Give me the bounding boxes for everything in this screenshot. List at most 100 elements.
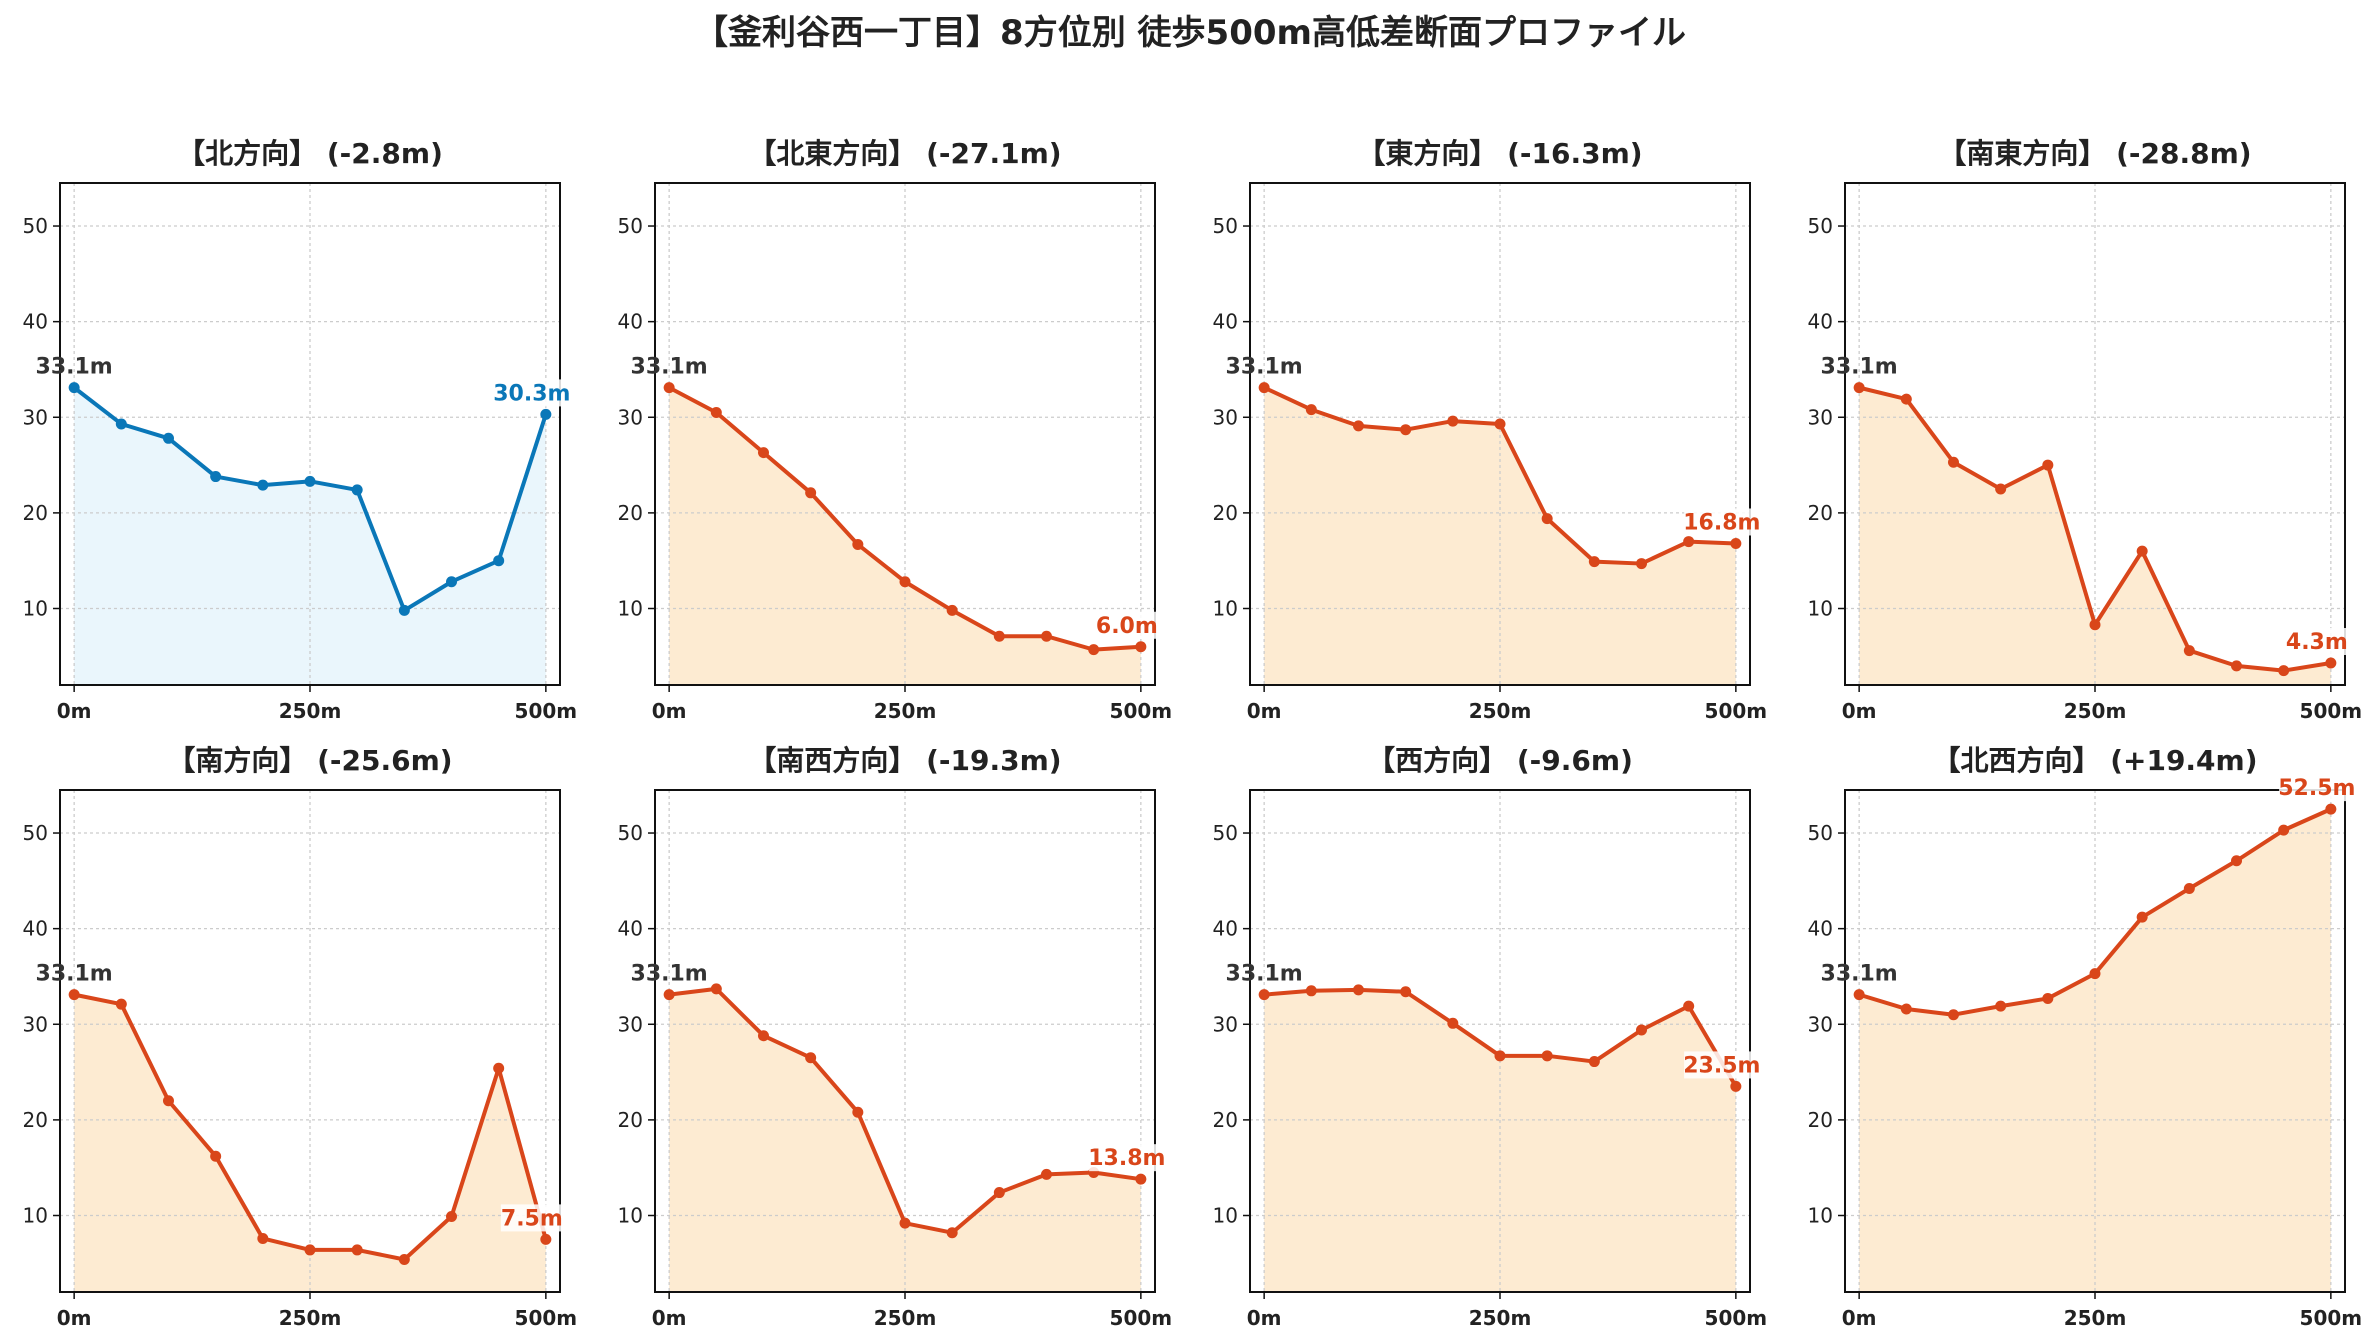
data-point: [1400, 986, 1412, 998]
data-point: [540, 1233, 552, 1245]
y-tick-label: 10: [618, 1204, 643, 1228]
data-point: [757, 447, 769, 459]
panel-title: 【北西方向】 (+19.4m): [1932, 744, 2257, 777]
x-tick-label: 0m: [1842, 1306, 1877, 1330]
data-point: [1900, 1003, 1912, 1015]
x-tick-label: 0m: [652, 699, 687, 723]
data-point: [1588, 556, 1600, 568]
data-point: [1995, 1000, 2007, 1012]
x-tick-label: 500m: [515, 699, 578, 723]
y-tick-label: 10: [23, 597, 48, 621]
y-tick-label: 30: [1808, 1012, 1833, 1036]
data-point: [210, 471, 222, 483]
panel-title: 【西方向】 (-9.6m): [1367, 744, 1633, 777]
data-point: [1352, 984, 1364, 996]
data-point: [1588, 1056, 1600, 1068]
panel-title: 【北方向】 (-2.8m): [177, 137, 443, 170]
end-elevation-label: 7.5m: [501, 1206, 563, 1231]
start-elevation-label: 33.1m: [631, 962, 708, 987]
y-tick-label: 20: [23, 501, 48, 525]
start-elevation-label: 33.1m: [1226, 355, 1303, 380]
y-tick-label: 10: [1808, 1204, 1833, 1228]
data-point: [2325, 657, 2337, 669]
x-tick-label: 250m: [874, 1306, 937, 1330]
y-tick-label: 30: [618, 405, 643, 429]
panel-title: 【南東方向】 (-28.8m): [1938, 137, 2251, 170]
panel-title: 【北東方向】 (-27.1m): [748, 137, 1061, 170]
data-point: [1135, 1173, 1147, 1185]
end-elevation-label: 52.5m: [2278, 776, 2355, 801]
data-point: [2042, 992, 2054, 1004]
data-point: [757, 1030, 769, 1042]
end-label-background: [1089, 1144, 1165, 1172]
data-point: [2183, 882, 2195, 894]
data-point: [805, 1052, 817, 1064]
data-point: [710, 406, 722, 418]
end-elevation-label: 4.3m: [2286, 630, 2348, 655]
data-point: [1683, 536, 1695, 548]
data-point: [663, 382, 675, 394]
data-point: [1683, 1000, 1695, 1012]
data-point: [2325, 803, 2337, 815]
data-point: [1995, 483, 2007, 495]
y-tick-label: 30: [1213, 1012, 1238, 1036]
start-elevation-label: 33.1m: [36, 962, 113, 987]
data-point: [1258, 989, 1270, 1001]
data-point: [1447, 1017, 1459, 1029]
data-point: [304, 1244, 316, 1256]
data-point: [1088, 644, 1100, 656]
y-tick-label: 20: [23, 1108, 48, 1132]
data-point: [805, 487, 817, 499]
x-tick-label: 500m: [1705, 1306, 1768, 1330]
data-point: [1947, 456, 1959, 468]
y-tick-label: 20: [1808, 501, 1833, 525]
data-point: [446, 1210, 458, 1222]
data-point: [899, 576, 911, 588]
y-tick-label: 40: [23, 310, 48, 334]
y-tick-label: 10: [23, 1204, 48, 1228]
x-tick-label: 250m: [2064, 699, 2127, 723]
y-tick-label: 20: [618, 501, 643, 525]
data-point: [2231, 660, 2243, 672]
start-elevation-label: 33.1m: [631, 355, 708, 380]
data-point: [1400, 424, 1412, 436]
data-point: [1305, 985, 1317, 997]
data-point: [351, 1244, 363, 1256]
y-tick-label: 30: [1808, 405, 1833, 429]
y-tick-label: 30: [23, 405, 48, 429]
y-tick-label: 50: [23, 214, 48, 238]
data-point: [1494, 418, 1506, 430]
y-tick-label: 30: [618, 1012, 643, 1036]
panel-title: 【南方向】 (-25.6m): [167, 744, 452, 777]
start-elevation-label: 33.1m: [1821, 355, 1898, 380]
y-tick-label: 40: [618, 310, 643, 334]
y-tick-label: 10: [1808, 597, 1833, 621]
x-tick-label: 500m: [2300, 699, 2363, 723]
end-label-background: [2285, 628, 2348, 656]
x-tick-label: 250m: [279, 699, 342, 723]
data-point: [663, 989, 675, 1001]
end-elevation-label: 30.3m: [493, 381, 570, 406]
y-tick-label: 20: [1213, 501, 1238, 525]
y-tick-label: 30: [23, 1012, 48, 1036]
data-point: [1352, 420, 1364, 432]
data-point: [946, 604, 958, 616]
data-point: [304, 475, 316, 487]
data-point: [493, 1062, 505, 1074]
y-tick-label: 10: [618, 597, 643, 621]
data-point: [993, 1187, 1005, 1199]
data-point: [1947, 1009, 1959, 1021]
data-point: [1541, 513, 1553, 525]
data-point: [162, 432, 174, 444]
x-tick-label: 0m: [1842, 699, 1877, 723]
y-tick-label: 30: [1213, 405, 1238, 429]
y-tick-label: 50: [1213, 214, 1238, 238]
data-point: [1447, 415, 1459, 427]
figure-title: 【釜利谷西一丁目】8方位別 徒歩500m高低差断面プロファイル: [694, 13, 1686, 53]
